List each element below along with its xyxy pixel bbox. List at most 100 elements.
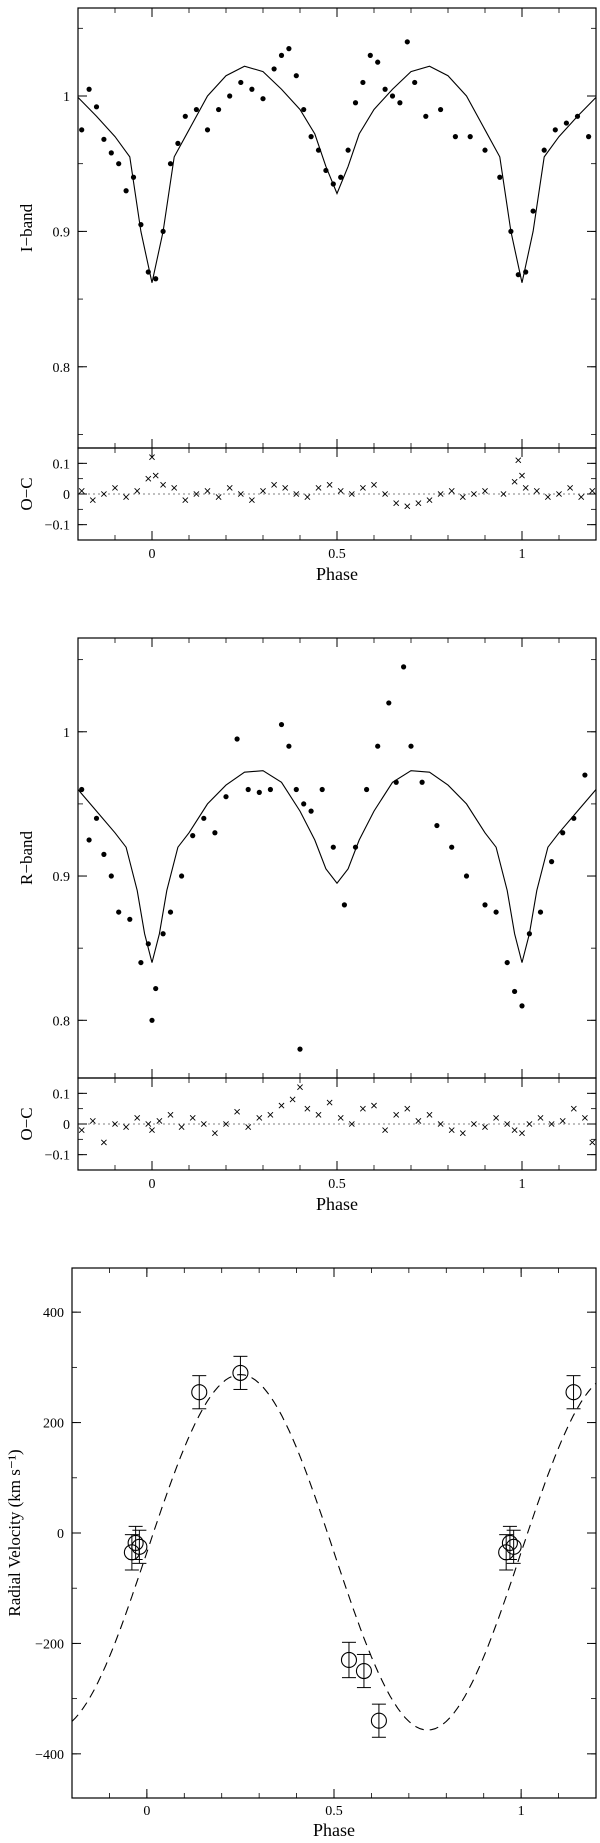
iband-oc-residual	[215, 494, 222, 500]
iband-data-point	[404, 39, 410, 45]
rband-data-point	[504, 959, 510, 966]
rband-data-point	[386, 700, 392, 706]
iband-data-point	[338, 174, 344, 180]
rband-data-point	[234, 736, 240, 742]
rband-data-point	[223, 794, 229, 800]
iband-oc-residual	[260, 488, 266, 494]
rband-oc-residual	[112, 1121, 118, 1127]
rband-oc-residual	[404, 1105, 411, 1112]
rband-data-point	[463, 873, 470, 879]
rband-oc-residual	[559, 1118, 566, 1124]
rband-data-point	[267, 786, 273, 793]
iband-oc-residual	[448, 488, 455, 494]
iband-oc-ytick-label: 0.1	[53, 457, 71, 472]
iband-data-point	[79, 127, 85, 133]
rv-point-marker	[191, 1384, 208, 1401]
rband-data-point	[127, 916, 133, 922]
rband-data-point	[419, 779, 425, 785]
iband-data-point	[130, 174, 137, 180]
rband-oc-y-ticks: 0.1 0 −0.1	[45, 1087, 596, 1171]
iband-model-curve	[77, 65, 597, 283]
iband-data-point	[345, 147, 351, 153]
iband-oc-residual	[193, 491, 200, 497]
rv-data-point	[355, 1653, 372, 1689]
rband-oc-residual	[415, 1118, 422, 1124]
rband-oc-residual	[326, 1099, 333, 1106]
iband-data-point	[204, 127, 211, 133]
rv-point-marker	[370, 1712, 387, 1729]
rband-oc-ytick-label: 0.1	[53, 1087, 71, 1102]
iband-oc-residual	[578, 494, 585, 500]
iband-oc-residual	[182, 497, 189, 504]
rv-ytick-label: −400	[35, 1748, 64, 1763]
iband-data-point	[108, 150, 114, 156]
rv-point-marker	[565, 1384, 582, 1401]
rv-data-point	[501, 1525, 518, 1560]
iband-oc-residual	[359, 484, 366, 491]
iband-oc-residuals	[78, 454, 596, 510]
rband-data-point	[582, 772, 588, 778]
rv-xtick-label: 0	[143, 1804, 150, 1819]
rv-point-marker	[501, 1534, 518, 1551]
iband-data-point	[467, 134, 473, 140]
iband-data-point	[278, 52, 285, 58]
iband-data-point	[530, 208, 536, 214]
rband-oc-residual	[89, 1118, 96, 1124]
iband-ytick-label: 1	[63, 90, 70, 105]
iband-ytick-label: 0.9	[53, 225, 71, 240]
rband-data-point	[278, 721, 285, 728]
rband-oc-ytick-label: 0	[63, 1118, 70, 1133]
rv-data-point	[370, 1703, 387, 1738]
rv-xtick-label: 1	[518, 1804, 525, 1819]
rband-data-point	[549, 859, 555, 865]
rband-y-ticks: 0.8 0.9 1	[53, 659, 596, 1029]
rv-xlabel: Phase	[313, 1820, 355, 1840]
rband-oc-residual	[178, 1124, 185, 1130]
rband-data-point	[153, 985, 159, 992]
rband-oc-ytick-label: −0.1	[45, 1149, 70, 1164]
rv-data-point	[565, 1375, 582, 1410]
rband-oc-residual	[526, 1121, 533, 1127]
rband-data-point	[212, 830, 218, 836]
iband-data-point	[260, 96, 266, 102]
rband-oc-residual	[297, 1084, 303, 1091]
iband-oc-residual	[482, 488, 488, 494]
rv-orbit-fit-curve	[71, 1374, 597, 1731]
rband-data-point	[138, 959, 144, 966]
iband-oc-y-ticks: 0.1 0 −0.1	[45, 457, 596, 541]
rband-oc-residual	[548, 1121, 555, 1127]
iband-oc-residual	[515, 457, 522, 464]
rband-data-point	[330, 844, 336, 850]
rv-data-point	[191, 1375, 208, 1410]
rband-data-point	[449, 844, 455, 850]
rband-data-point	[482, 902, 488, 908]
rband-xlabel: Phase	[316, 1194, 358, 1214]
rband-data-point	[341, 902, 347, 908]
iband-data-point	[389, 93, 396, 99]
iband-data-point	[160, 228, 166, 234]
rv-point-marker	[232, 1364, 249, 1381]
rband-chart: 0.80.91 R−band 0.10−0.1 0 0.5 1 O−C Phase	[17, 637, 597, 1214]
iband-oc-residual	[160, 481, 167, 488]
iband-data-point	[423, 113, 429, 119]
rband-oc-residual	[189, 1114, 196, 1121]
rv-point-marker	[340, 1651, 358, 1669]
iband-data-point	[301, 106, 307, 113]
iband-data-point	[360, 79, 366, 86]
rband-oc-residual	[245, 1124, 252, 1130]
rv-data-point	[127, 1525, 144, 1560]
rband-ytick-label: 1	[63, 726, 70, 741]
iband-oc-residual	[404, 503, 411, 510]
rband-data-point	[145, 941, 151, 947]
iband-y-ticks: 0.8 0.9 1	[53, 27, 596, 435]
iband-data-point	[153, 276, 159, 282]
rband-data-point	[352, 844, 359, 850]
rband-oc-residual	[482, 1124, 488, 1130]
iband-data-point	[382, 86, 388, 92]
rband-data-point	[79, 786, 85, 793]
rband-oc-residual	[537, 1114, 544, 1121]
rband-data-points	[79, 664, 588, 1052]
rv-data-point	[232, 1355, 249, 1390]
iband-data-point	[145, 269, 151, 275]
